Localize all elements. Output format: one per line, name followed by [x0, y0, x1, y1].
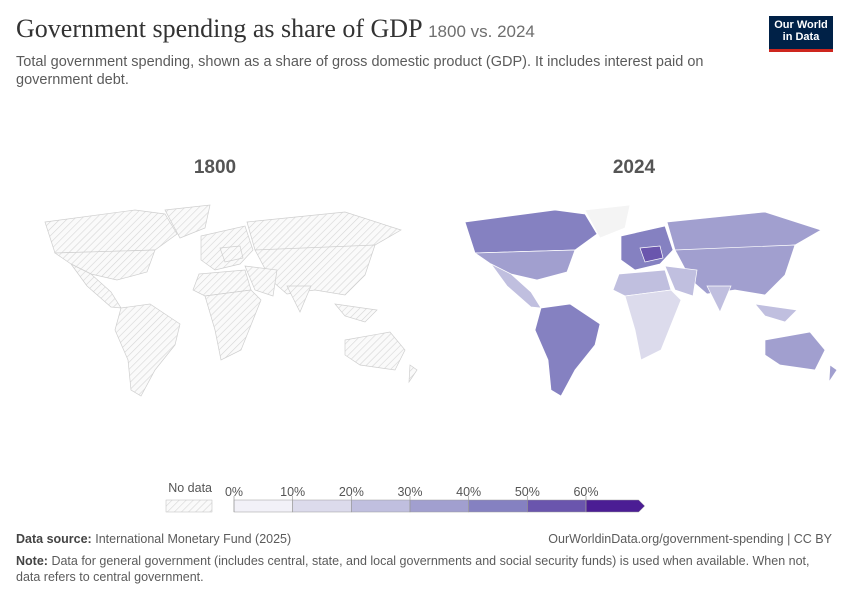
country — [204, 289, 262, 361]
legend-bin — [351, 499, 411, 513]
country — [828, 364, 838, 384]
country — [473, 249, 576, 281]
legend-bin — [292, 499, 352, 513]
country — [114, 303, 181, 397]
country — [706, 285, 732, 313]
country — [164, 204, 211, 239]
country — [334, 303, 378, 323]
country — [44, 209, 178, 254]
no-data-label: No data — [168, 481, 212, 495]
country — [754, 303, 798, 323]
source-text: International Monetary Fund (2025) — [95, 532, 292, 546]
note: Note: Data for general government (inclu… — [16, 553, 831, 585]
note-label: Note: — [16, 554, 48, 568]
country — [664, 265, 698, 297]
country — [53, 249, 156, 281]
legend-tick-label: 0% — [225, 485, 243, 499]
legend-tick-label: 20% — [339, 485, 364, 499]
country — [408, 364, 418, 384]
logo-line: Our World — [774, 19, 828, 31]
country — [584, 204, 631, 239]
source-label: Data source: — [16, 532, 92, 546]
country — [639, 245, 664, 263]
country — [244, 265, 278, 297]
source: Data source: International Monetary Fund… — [16, 532, 291, 546]
title-suffix: 1800 vs. 2024 — [428, 22, 535, 41]
country — [666, 211, 822, 251]
world-map — [44, 204, 418, 397]
legend: No data 0% 10% 20% 30% 40% 50% 60% — [165, 481, 646, 513]
subtitle: Total government spending, shown as a sh… — [16, 54, 704, 88]
map-label: 1800 — [194, 157, 236, 178]
url[interactable]: OurWorldinData.org/government-spending |… — [548, 532, 832, 546]
legend-bin — [468, 499, 528, 513]
legend-bin — [527, 499, 587, 513]
title: Government spending as share of GDP — [16, 14, 422, 43]
legend-tick-label: 10% — [280, 485, 305, 499]
legend-bin — [233, 499, 293, 513]
logo-line: in Data — [782, 31, 820, 43]
legend-tick-label: 40% — [456, 485, 481, 499]
legend-tick-label: 50% — [515, 485, 540, 499]
world-map — [464, 204, 838, 397]
legend-tick-label: 30% — [397, 485, 422, 499]
map-label: 2024 — [613, 157, 656, 178]
country — [219, 245, 244, 263]
country — [624, 289, 682, 361]
legend-bin — [585, 499, 646, 513]
title-block: Government spending as share of GDP 1800… — [16, 14, 535, 44]
logo[interactable]: Our World in Data — [769, 16, 833, 52]
note-text: Data for general government (includes ce… — [16, 554, 810, 584]
country — [246, 211, 402, 251]
no-data-swatch — [165, 499, 213, 513]
country — [464, 209, 598, 254]
country — [344, 331, 406, 371]
country — [764, 331, 826, 371]
legend-bin — [409, 499, 469, 513]
legend-tick-label: 60% — [573, 485, 598, 499]
country — [534, 303, 601, 397]
country — [286, 285, 312, 313]
